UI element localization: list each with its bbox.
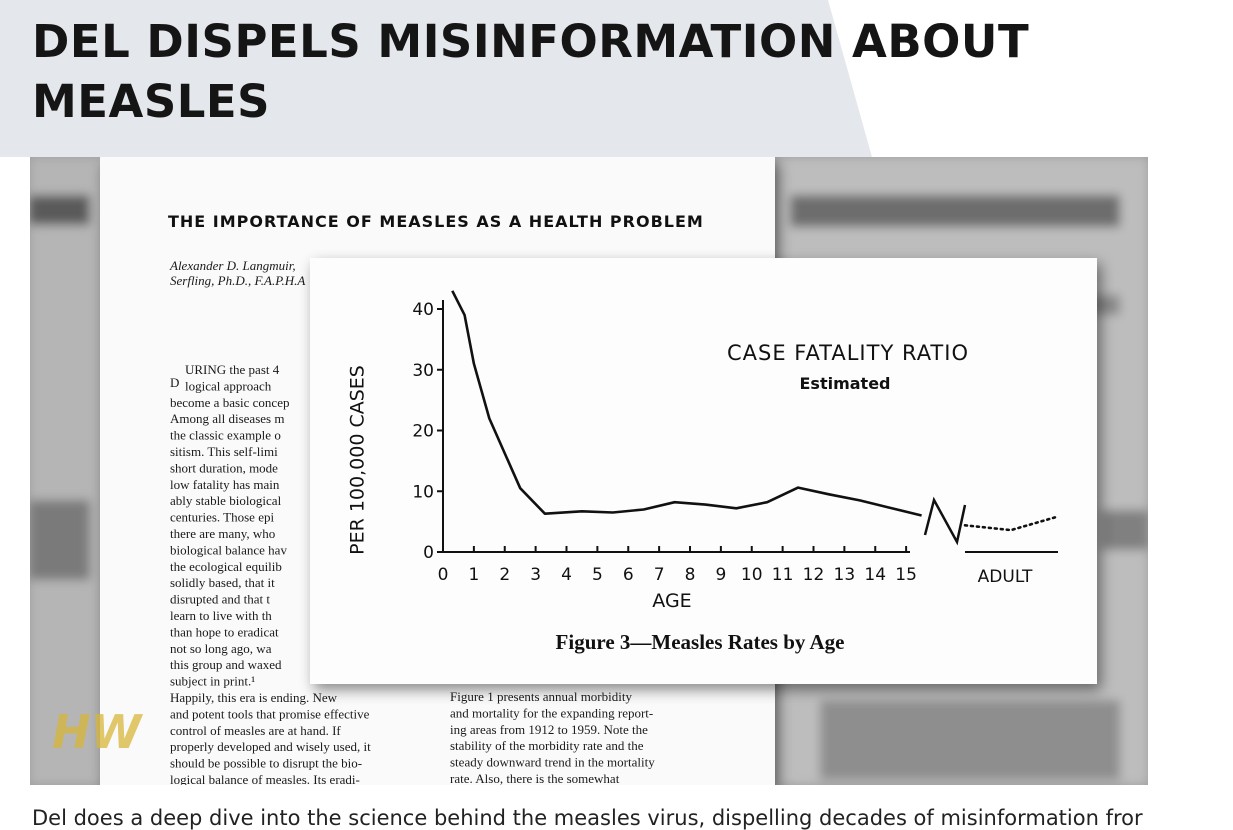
paper-line: solidly based, that it [170, 575, 275, 590]
paper-line: control of measles are at hand. If [170, 723, 341, 738]
stripe [1157, 640, 1218, 700]
paper-line: low fatality has main [170, 477, 280, 492]
paper-line: Among all diseases m [170, 411, 284, 426]
paper-line: learn to live with th [170, 608, 272, 623]
x-tick-label: 10 [741, 565, 763, 585]
paper-line: ably stable biological [170, 493, 282, 508]
stripe [1157, 732, 1218, 785]
paper-author: Serfling, Ph.D., F.A.P.H.A [170, 273, 305, 288]
chart-card [310, 258, 1097, 684]
headline: DEL DISPELS MISINFORMATION ABOUT MEASLES [32, 15, 1030, 128]
paper-line: should be possible to disrupt the bio- [170, 756, 362, 771]
y-axis-label: PER 100,000 CASES [347, 365, 369, 555]
x-tick-label: 11 [772, 565, 794, 585]
logo: HW [52, 705, 143, 759]
paper-line: logical approach [185, 378, 272, 393]
x-axis-label: AGE [652, 590, 691, 612]
paper-line: not so long ago, wa [170, 641, 272, 656]
paper-title: THE IMPORTANCE OF MEASLES AS A HEALTH PR… [168, 212, 704, 231]
paper-line: sitism. This self-limi [170, 444, 278, 459]
adult-label: ADULT [978, 567, 1033, 587]
paper-line: disrupted and that t [170, 592, 270, 607]
description: Del does a deep dive into the science be… [32, 806, 1143, 830]
paper-line: URING the past 4 [185, 362, 280, 377]
x-tick-label: 13 [834, 565, 856, 585]
x-tick-label: 12 [803, 565, 825, 585]
paper-line: short duration, mode [170, 460, 278, 475]
paper-line: properly developed and wisely used, it [170, 739, 371, 754]
stripe [1157, 686, 1218, 746]
x-tick-label: 4 [561, 565, 572, 585]
data-line [451, 290, 922, 517]
chart: CASE FATALITY RATIO Estimated PER 100,00… [347, 290, 1059, 654]
paper-line: the classic example o [170, 428, 281, 443]
chart-subtitle: Estimated [799, 374, 890, 393]
adult-line [963, 515, 1059, 532]
x-tick-label: 3 [530, 565, 541, 585]
y-tick-label: 20 [412, 422, 434, 442]
paper-line: than hope to eradicat [170, 624, 279, 639]
paper-line: Happily, this era is ending. New [170, 690, 338, 705]
paper-text: THE IMPORTANCE OF MEASLES AS A HEALTH PR… [168, 212, 704, 787]
x-tick-label: 2 [499, 565, 510, 585]
image-frame: THE IMPORTANCE OF MEASLES AS A HEALTH PR… [30, 157, 1218, 787]
x-tick-label: 7 [654, 565, 665, 585]
paper-line: logical balance of measles. Its eradi- [170, 772, 360, 787]
paper-line: biological balance hav [170, 542, 287, 557]
paper-line: there are many, who [170, 526, 275, 541]
paper-line: this group and waxed [170, 657, 282, 672]
paper-author: Alexander D. Langmuir, [169, 258, 296, 273]
paper-line: stability of the morbidity rate and the [450, 738, 644, 753]
paper-line: rate. Also, there is the somewhat [450, 771, 620, 786]
paper-line: steady downward trend in the mortality [450, 755, 655, 770]
paper-line: and potent tools that promise effective [170, 706, 370, 721]
paper-line: become a basic concep [170, 395, 289, 410]
y-tick-label: 0 [423, 543, 434, 563]
paper-line: subject in print.¹ [170, 674, 255, 689]
x-tick-label: 8 [685, 565, 696, 585]
y-tick-label: 40 [412, 300, 434, 320]
next-panel[interactable] [1157, 157, 1218, 655]
paper-line: Figure 1 presents annual morbidity [450, 689, 632, 704]
x-tick-label: 14 [864, 565, 886, 585]
paper-line: the ecological equilib [170, 559, 282, 574]
header-shape [0, 0, 872, 157]
paper-line: and mortality for the expanding report- [450, 705, 653, 720]
x-tick-label: 9 [715, 565, 726, 585]
article-image: THE IMPORTANCE OF MEASLES AS A HEALTH PR… [30, 157, 1218, 787]
axis-break [923, 496, 967, 546]
figure-caption: Figure 3—Measles Rates by Age [556, 630, 845, 654]
x-tick-label: 15 [895, 565, 917, 585]
x-tick-label: 1 [468, 565, 479, 585]
x-tick-label: 5 [592, 565, 603, 585]
drop-cap: D [170, 375, 179, 390]
x-tick-label: 0 [438, 565, 449, 585]
y-tick-label: 30 [412, 361, 434, 381]
y-tick-label: 10 [412, 482, 434, 502]
chart-title: CASE FATALITY RATIO [727, 341, 969, 365]
next-arrow[interactable] [1176, 372, 1197, 414]
x-tick-label: 6 [623, 565, 634, 585]
paper-line: centuries. Those epi [170, 510, 274, 525]
paper-line: ing areas from 1912 to 1959. Note the [450, 722, 648, 737]
